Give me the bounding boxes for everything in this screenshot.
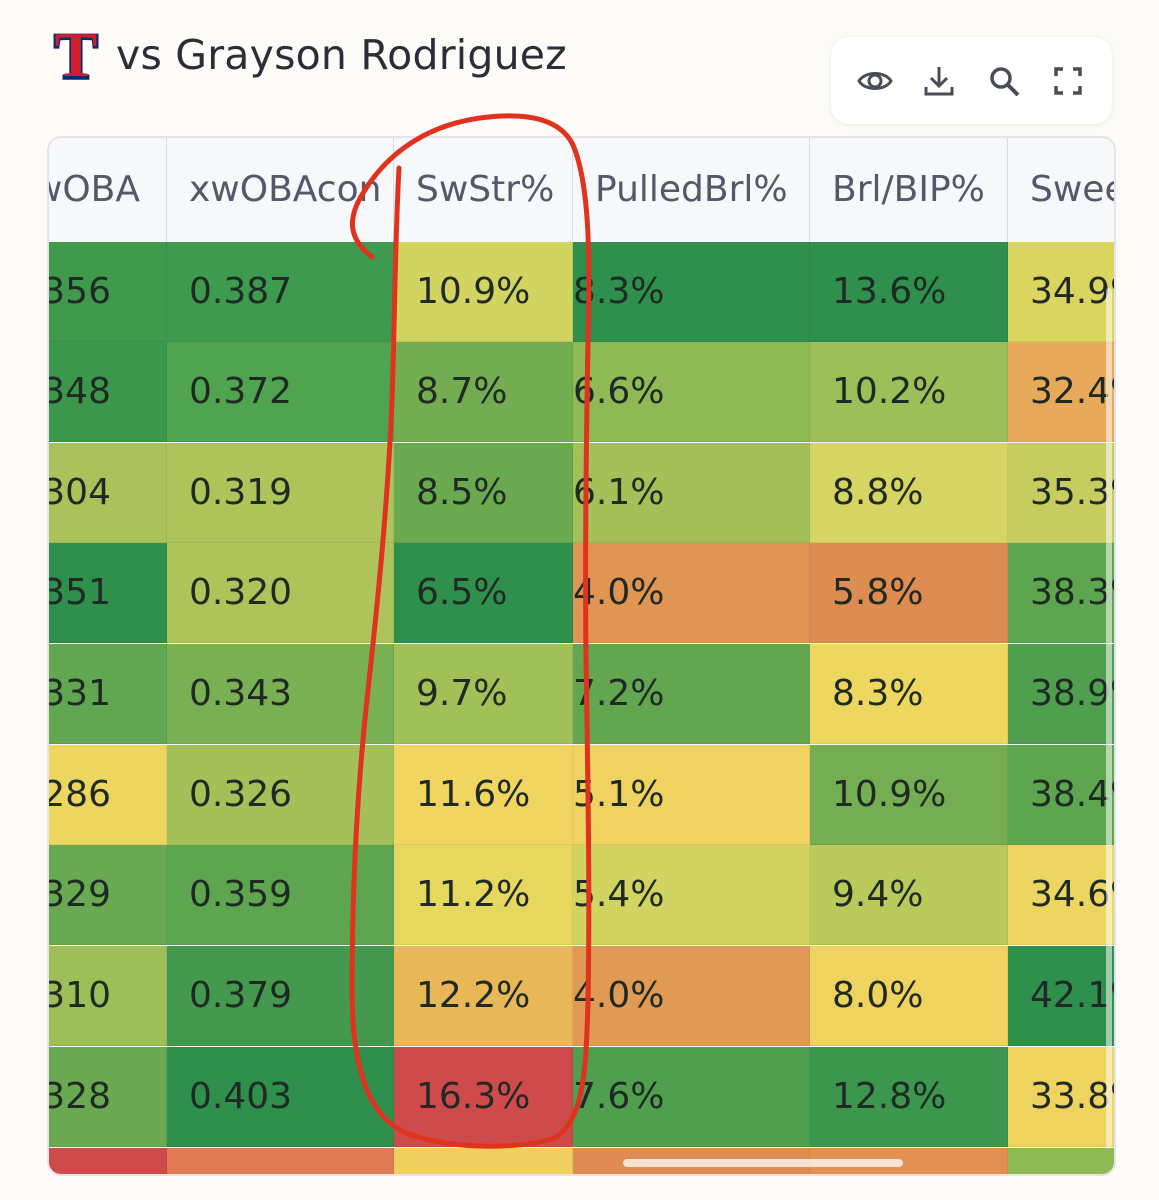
table-header: wOBAxwOBAconSwStr%PulledBrl%Brl/BIP%Swee <box>49 138 1114 243</box>
table-cell[interactable]: 329 <box>49 845 167 945</box>
table-cell[interactable]: 6.6% <box>573 342 810 442</box>
table-cell[interactable]: 0.387 <box>167 242 394 342</box>
column-header[interactable]: Brl/BIP% <box>810 138 1008 242</box>
table-cell[interactable]: 38.9% <box>1008 644 1114 744</box>
table-cell[interactable]: 7.6% <box>573 1047 810 1147</box>
table-cell[interactable]: 310 <box>49 946 167 1046</box>
chart-toolbar <box>831 37 1112 124</box>
table-cell[interactable]: 11.6% <box>394 745 573 845</box>
data-table[interactable]: wOBAxwOBAconSwStr%PulledBrl%Brl/BIP%Swee… <box>47 136 1116 1176</box>
column-header[interactable]: Swee <box>1008 138 1114 242</box>
table-cell[interactable] <box>810 1148 1008 1174</box>
table-cell[interactable]: 8.7% <box>394 342 573 442</box>
table-cell[interactable]: 33.8% <box>1008 1047 1114 1147</box>
horizontal-scrollbar-thumb[interactable] <box>623 1159 903 1167</box>
table-cell[interactable]: 16.3% <box>394 1047 573 1147</box>
table-cell[interactable]: 328 <box>49 1047 167 1147</box>
table-cell[interactable] <box>394 1148 573 1174</box>
table-cell[interactable]: 0.326 <box>167 745 394 845</box>
table-cell[interactable]: 38.4% <box>1008 745 1114 845</box>
column-header[interactable]: SwStr% <box>394 138 573 242</box>
table-cell[interactable]: 11.2% <box>394 845 573 945</box>
horizontal-scrollbar-track <box>49 1150 1114 1174</box>
table-cell[interactable]: 0.320 <box>167 543 394 643</box>
show-data-button[interactable] <box>851 57 899 105</box>
column-header[interactable]: PulledBrl% <box>573 138 810 242</box>
table-cell[interactable] <box>49 1148 167 1174</box>
logo-letter: T <box>55 22 98 88</box>
table-cell[interactable]: 351 <box>49 543 167 643</box>
table-cell[interactable]: 42.1% <box>1008 946 1114 1046</box>
table-cell[interactable]: 35.3% <box>1008 443 1114 543</box>
table-cell[interactable]: 10.2% <box>810 342 1008 442</box>
column-header[interactable]: xwOBAcon <box>167 138 394 242</box>
table-row[interactable] <box>49 1148 1114 1174</box>
table-cell[interactable]: 5.1% <box>573 745 810 845</box>
table-cell[interactable]: 38.3% <box>1008 543 1114 643</box>
table-cell[interactable]: 12.2% <box>394 946 573 1046</box>
table-cell[interactable]: 304 <box>49 443 167 543</box>
table-cell[interactable]: 4.0% <box>573 543 810 643</box>
column-header[interactable]: wOBA <box>49 138 167 242</box>
table-cell[interactable]: 13.6% <box>810 242 1008 342</box>
table-cell[interactable]: 9.4% <box>810 845 1008 945</box>
table-cell[interactable]: 9.7% <box>394 644 573 744</box>
texas-rangers-logo: T T <box>48 22 104 88</box>
table-cell[interactable]: 0.403 <box>167 1047 394 1147</box>
table-cell[interactable]: 8.3% <box>810 644 1008 744</box>
table-cell[interactable]: 6.1% <box>573 443 810 543</box>
eye-icon <box>857 71 893 90</box>
logo-letter-shadow: T <box>54 22 98 88</box>
table-cell[interactable]: 0.343 <box>167 644 394 744</box>
table-cell[interactable]: 0.372 <box>167 342 394 442</box>
download-button[interactable] <box>915 57 963 105</box>
table-cell[interactable]: 0.379 <box>167 946 394 1046</box>
table-cell[interactable]: 10.9% <box>394 242 573 342</box>
table-cell[interactable]: 356 <box>49 242 167 342</box>
vertical-scrollbar[interactable] <box>1106 288 1112 1148</box>
table-cell[interactable] <box>1008 1148 1114 1174</box>
fullscreen-button[interactable] <box>1044 57 1092 105</box>
table-cell[interactable]: 4.0% <box>573 946 810 1046</box>
page-title: vs Grayson Rodriguez <box>116 31 567 79</box>
table-cell[interactable]: 8.5% <box>394 443 573 543</box>
table-cell[interactable]: 6.5% <box>394 543 573 643</box>
table-cell[interactable]: 12.8% <box>810 1047 1008 1147</box>
table-cell[interactable] <box>167 1148 394 1174</box>
table-cell[interactable]: 5.8% <box>810 543 1008 643</box>
table-cell[interactable]: 8.8% <box>810 443 1008 543</box>
table-cell[interactable]: 5.4% <box>573 845 810 945</box>
table-cell[interactable]: 32.4% <box>1008 342 1114 442</box>
search-icon <box>989 66 1020 96</box>
table-cell[interactable]: 0.359 <box>167 845 394 945</box>
table-cell[interactable]: 0.319 <box>167 443 394 543</box>
table-cell[interactable]: 286 <box>49 745 167 845</box>
table-cell[interactable]: 8.0% <box>810 946 1008 1046</box>
table-cell[interactable]: 8.3% <box>573 242 810 342</box>
table-cell[interactable]: 10.9% <box>810 745 1008 845</box>
table-cell[interactable]: 331 <box>49 644 167 744</box>
download-icon <box>924 66 954 95</box>
table-cell[interactable]: 348 <box>49 342 167 442</box>
table-cell[interactable]: 7.2% <box>573 644 810 744</box>
search-button[interactable] <box>980 57 1028 105</box>
table-cell[interactable]: 34.6% <box>1008 845 1114 945</box>
title-row: T T vs Grayson Rodriguez <box>48 20 567 90</box>
fullscreen-icon <box>1054 66 1082 95</box>
table-cell[interactable]: 34.9% <box>1008 242 1114 342</box>
